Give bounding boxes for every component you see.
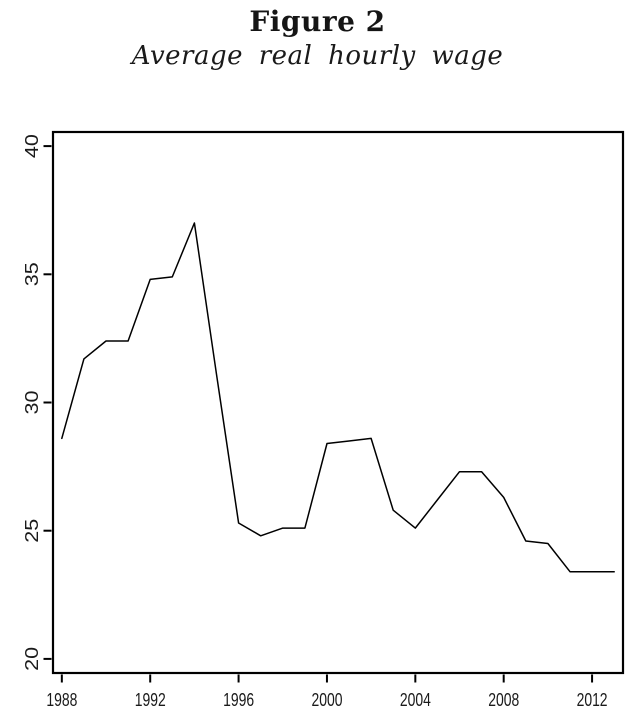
- x-axis-tick-label: 1992: [135, 690, 166, 710]
- y-axis-tick-label: 25: [22, 519, 42, 543]
- y-axis-tick-label: 35: [22, 262, 42, 286]
- x-axis-tick-label: 2008: [488, 690, 519, 710]
- y-axis-tick-label: 30: [22, 391, 42, 415]
- x-axis-tick-label: 2012: [577, 690, 608, 710]
- x-axis-tick-label: 1996: [223, 690, 254, 710]
- x-axis-tick-label: 2004: [400, 690, 431, 710]
- figure-title: Figure 2: [249, 5, 386, 38]
- x-axis-tick-label: 2000: [311, 690, 342, 710]
- y-axis-tick-label: 20: [22, 647, 42, 671]
- x-axis-tick-label: 1988: [46, 690, 77, 710]
- figure-subtitle: Average real hourly wage: [131, 41, 504, 71]
- plot-border: [51, 130, 625, 675]
- y-axis-tick-label: 40: [22, 134, 42, 158]
- wage-line: [61, 222, 615, 573]
